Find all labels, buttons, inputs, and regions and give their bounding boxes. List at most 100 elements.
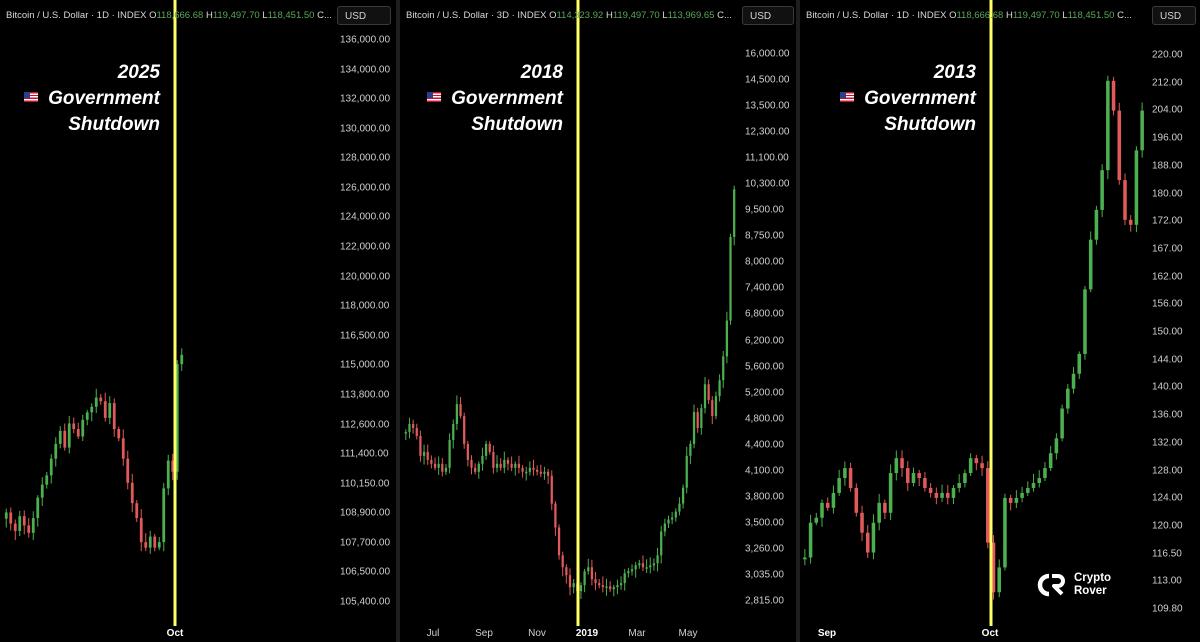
candle[interactable] [404, 429, 407, 441]
candle[interactable] [1048, 445, 1053, 471]
candle[interactable] [452, 419, 455, 449]
candle[interactable] [714, 391, 718, 420]
candle[interactable] [963, 469, 967, 488]
candle[interactable] [718, 374, 721, 402]
candle[interactable] [568, 568, 572, 596]
candle[interactable] [45, 471, 49, 489]
candle[interactable] [135, 500, 139, 522]
candle[interactable] [72, 417, 76, 434]
candle[interactable] [1140, 102, 1144, 158]
candle[interactable] [968, 453, 973, 477]
candle[interactable] [510, 456, 513, 472]
candle[interactable] [54, 437, 58, 467]
candle[interactable] [641, 555, 645, 572]
candle[interactable] [528, 461, 531, 476]
candle[interactable] [638, 559, 641, 569]
candle[interactable] [444, 464, 448, 475]
candle[interactable] [166, 454, 170, 496]
candle[interactable] [572, 578, 575, 594]
candle[interactable] [1043, 462, 1047, 482]
candle[interactable] [94, 388, 98, 414]
candle[interactable] [488, 441, 491, 455]
candle[interactable] [130, 473, 134, 513]
candle[interactable] [426, 444, 429, 465]
candle[interactable] [441, 458, 444, 477]
candle[interactable] [514, 461, 517, 476]
currency-button[interactable]: USD [1152, 6, 1196, 25]
candle[interactable] [587, 558, 590, 575]
candle[interactable] [495, 455, 499, 473]
candle[interactable] [27, 518, 31, 538]
candle[interactable] [860, 505, 864, 542]
candle[interactable] [470, 455, 473, 475]
candle[interactable] [894, 450, 899, 481]
candle[interactable] [843, 461, 847, 486]
candle[interactable] [660, 525, 663, 564]
candle[interactable] [1077, 351, 1082, 379]
candle[interactable] [1128, 215, 1133, 232]
candle[interactable] [1020, 486, 1024, 503]
candle[interactable] [459, 396, 462, 419]
candle[interactable] [1083, 285, 1087, 360]
candle[interactable] [1014, 490, 1019, 508]
candlestick-plot-2013[interactable] [800, 0, 1145, 642]
candle[interactable] [1066, 384, 1070, 414]
candle[interactable] [940, 484, 944, 503]
candle[interactable] [448, 433, 451, 474]
candle[interactable] [729, 233, 732, 325]
candle[interactable] [808, 514, 813, 564]
candle[interactable] [4, 508, 8, 528]
candle[interactable] [917, 469, 921, 486]
candle[interactable] [561, 551, 564, 577]
candle[interactable] [991, 535, 996, 600]
candle[interactable] [58, 426, 62, 449]
candle[interactable] [692, 404, 696, 449]
candle[interactable] [455, 395, 459, 431]
candle[interactable] [144, 533, 148, 552]
candle[interactable] [36, 495, 40, 527]
candle[interactable] [103, 392, 107, 422]
candle[interactable] [415, 423, 418, 440]
candle[interactable] [1031, 473, 1036, 492]
candle[interactable] [148, 530, 152, 554]
candle[interactable] [536, 465, 539, 476]
candle[interactable] [820, 499, 824, 527]
candle[interactable] [923, 471, 927, 492]
candle[interactable] [557, 524, 561, 560]
candle[interactable] [484, 440, 488, 460]
price-axis[interactable]: 136,000.00 134,000.00 132,000.00 130,000.00… [340, 0, 396, 642]
candle[interactable] [674, 508, 677, 522]
candle[interactable] [605, 578, 608, 596]
candle[interactable] [180, 348, 184, 371]
candle[interactable] [831, 485, 836, 514]
candle[interactable] [31, 511, 35, 541]
candle[interactable] [521, 464, 524, 478]
candle[interactable] [671, 511, 674, 525]
candle[interactable] [517, 455, 521, 474]
candle[interactable] [630, 564, 634, 576]
candle[interactable] [63, 423, 67, 451]
candle[interactable] [911, 467, 916, 487]
candle[interactable] [1054, 433, 1059, 460]
candle[interactable] [627, 567, 630, 578]
candle[interactable] [76, 422, 80, 439]
candle[interactable] [67, 416, 71, 454]
chart-panel-2025[interactable]: Bitcoin / U.S. Dollar · 1D · INDEX O118,… [0, 0, 396, 642]
candle[interactable] [90, 403, 94, 422]
candlestick-plot-2018[interactable] [400, 0, 736, 642]
candle[interactable] [13, 519, 17, 541]
candle[interactable] [81, 414, 85, 441]
candle[interactable] [463, 412, 466, 449]
candle[interactable] [951, 485, 956, 505]
candle[interactable] [422, 444, 426, 465]
candle[interactable] [594, 571, 597, 591]
candle[interactable] [503, 451, 506, 474]
candle[interactable] [117, 426, 121, 442]
candle[interactable] [1037, 470, 1042, 488]
candle[interactable] [157, 536, 161, 551]
candle[interactable] [1094, 205, 1099, 245]
candle[interactable] [678, 497, 681, 516]
candle[interactable] [814, 512, 819, 526]
candle[interactable] [609, 581, 612, 592]
candle[interactable] [700, 404, 703, 435]
